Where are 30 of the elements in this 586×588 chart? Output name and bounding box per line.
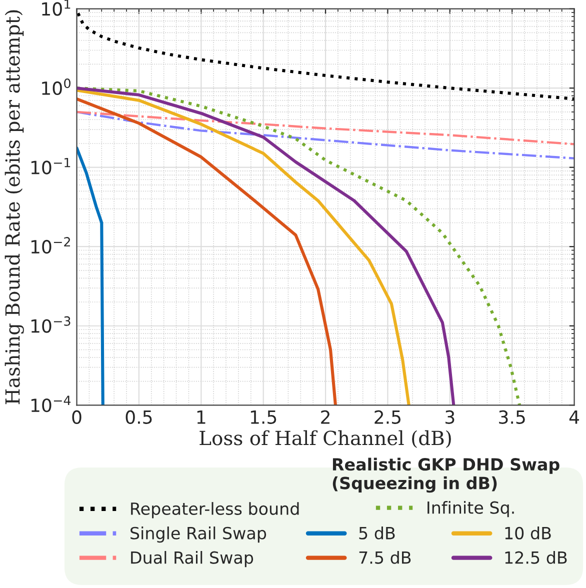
legend-label: 7.5 dB [359, 550, 411, 564]
line-series [76, 110, 574, 160]
y-axis-title: Hashing Bound Rate (ebits per attempt) [4, 10, 24, 404]
legend-label: Dual Rail Swap [131, 550, 254, 568]
y-tick-label: 10$^{−4}$ [31, 396, 71, 412]
x-tick-label: 1 [197, 410, 206, 424]
legend-label: Single Rail Swap [130, 526, 266, 543]
line-series [76, 12, 574, 100]
x-axis-title: Loss of Half Channel (dB) [200, 430, 451, 448]
legend-label: 12.5 dB [505, 550, 567, 564]
legend-label: 5 dB [359, 526, 395, 540]
legend-label: Repeater-less bound [131, 502, 299, 518]
x-tick-label: 3.5 [499, 410, 525, 424]
x-tick-label: 4 [569, 410, 580, 424]
y-tick-label: 10$^{−1}$ [31, 158, 70, 174]
x-tick-label: 3 [446, 410, 454, 424]
y-tick-label: 10$^{−2}$ [31, 237, 70, 254]
line-series [76, 110, 574, 146]
line-series [76, 97, 338, 406]
line-series [76, 146, 104, 406]
x-tick-label: 0 [72, 410, 82, 424]
x-tick-label: 2 [321, 410, 330, 424]
x-tick-label: 2.5 [374, 410, 400, 424]
x-tick-label: 1.5 [250, 410, 276, 424]
y-tick-label: 10$^{−3}$ [31, 316, 70, 333]
legend-label: Infinite Sq. [428, 501, 514, 518]
x-tick-label: 0.5 [126, 410, 152, 424]
legend-label: 10 dB [505, 526, 551, 540]
y-tick-label: 10$^{0}$ [42, 78, 70, 96]
legend-title: Realistic GKP DHD Swap (Squeezing in dB) [332, 458, 560, 493]
